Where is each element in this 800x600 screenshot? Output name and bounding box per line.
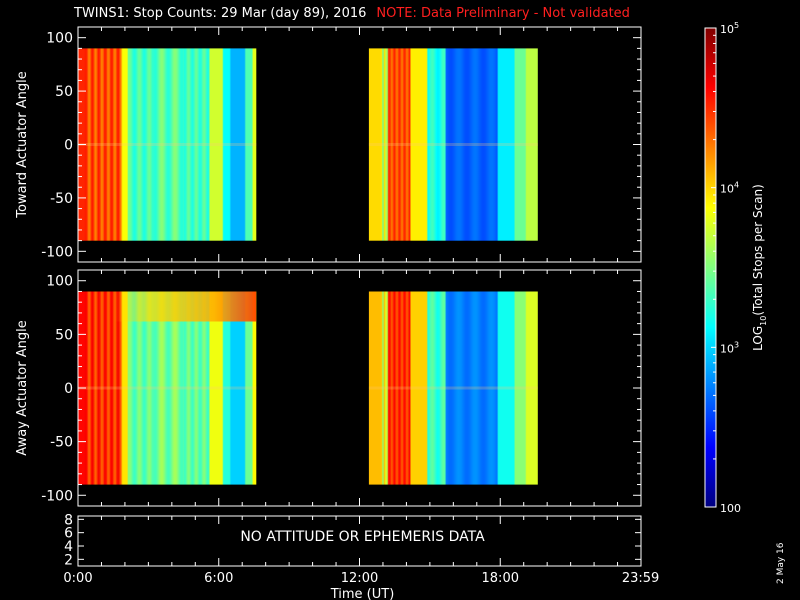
- y-axis-label: Away Actuator Angle: [15, 320, 30, 455]
- colorbar: 105 104 103 100 LOG10(Total Stops per Scan): [704, 21, 768, 515]
- colorbar-tick-label: 103: [720, 340, 739, 355]
- x-tick-label: 6:00: [204, 571, 233, 586]
- title-note: NOTE: Data Preliminary - Not validated: [376, 6, 630, 21]
- y-tick-label: 50: [55, 84, 73, 100]
- x-tick-label: 18:00: [482, 571, 519, 586]
- spectrogram-panel-2: 100 50 0 -50 -100 Away Actuator Angle: [15, 269, 642, 507]
- colorbar-gradient: [704, 27, 717, 508]
- zero-angle-stripe: [78, 143, 257, 146]
- y-tick-label: 2: [64, 552, 73, 568]
- y-tick-label: 4: [64, 539, 73, 555]
- y-tick-label: 6: [64, 526, 73, 542]
- panels: 100 50 0 -50 -100 Toward Actuator Angle 100 50 0…: [15, 26, 659, 600]
- y-tick-label: 0: [64, 138, 73, 154]
- x-tick-label: 23:59: [622, 571, 659, 586]
- date-stamp: 2 May 16: [776, 542, 786, 584]
- chart-title: TWINS1: Stop Counts: 29 Mar (day 89), 20…: [74, 6, 630, 21]
- x-tick-label: 12:00: [341, 571, 378, 586]
- colorbar-tick-label: 104: [720, 181, 739, 196]
- spectrogram-block-1: [78, 48, 257, 241]
- y-tick-label: -50: [50, 435, 73, 451]
- spectrogram-block-1: [78, 291, 257, 485]
- enhancement-band: [115, 291, 257, 322]
- colorbar-tick-label: 105: [720, 21, 739, 36]
- colorbar-tick-label: 100: [720, 502, 741, 515]
- spectrogram-block-2: [368, 291, 538, 485]
- no-data-message: NO ATTITUDE OR EPHEMERIS DATA: [240, 529, 485, 545]
- x-axis-label: Time (UT): [330, 587, 395, 600]
- spectrogram-panel-1: 100 50 0 -50 -100 Toward Actuator Angle: [15, 26, 642, 263]
- y-tick-label: 50: [55, 327, 73, 343]
- y-tick-label: -100: [41, 488, 73, 504]
- spectrogram-block-2: [368, 48, 538, 241]
- y-tick-label: -100: [41, 244, 73, 260]
- x-tick-label: 0:00: [63, 571, 92, 586]
- y-axis-label: Toward Actuator Angle: [15, 71, 30, 218]
- zero-angle-stripe: [368, 143, 538, 146]
- colorbar-label: LOG10(Total Stops per Scan): [751, 184, 768, 351]
- y-tick-label: 100: [46, 31, 73, 47]
- y-tick-label: 8: [64, 512, 73, 528]
- y-tick-label: 100: [46, 274, 73, 290]
- zero-angle-stripe: [368, 386, 538, 390]
- title-main: TWINS1: Stop Counts: 29 Mar (day 89), 20…: [74, 6, 367, 21]
- zero-angle-stripe: [78, 386, 257, 390]
- y-tick-label: -50: [50, 191, 73, 207]
- y-tick-label: 0: [64, 381, 73, 397]
